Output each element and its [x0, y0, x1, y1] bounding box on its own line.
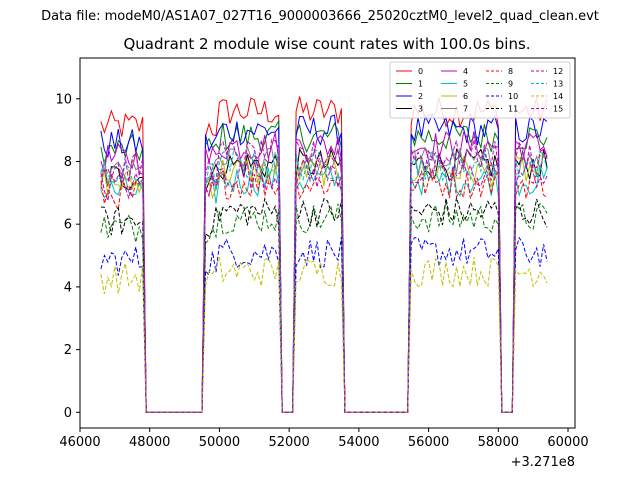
series-line-8 — [100, 167, 548, 413]
legend-label: 1 — [418, 80, 423, 89]
x-tick-label: 46000 — [59, 435, 100, 450]
x-tick-label: 58000 — [478, 435, 519, 450]
y-tick-label: 8 — [64, 155, 72, 170]
series-line-9 — [100, 202, 548, 413]
x-offset-label: +3.271e8 — [511, 455, 575, 470]
series-line-5 — [100, 165, 548, 413]
series-line-12 — [100, 158, 548, 413]
legend-label: 10 — [508, 92, 518, 101]
legend-label: 9 — [508, 80, 513, 89]
series-line-0 — [100, 96, 548, 413]
y-tick-label: 2 — [64, 343, 72, 358]
series-line-15 — [100, 139, 548, 413]
legend-label: 7 — [463, 105, 468, 114]
x-tick-label: 50000 — [199, 435, 240, 450]
series-line-11 — [100, 196, 548, 413]
x-tick-label: 54000 — [338, 435, 379, 450]
legend-label: 3 — [418, 105, 423, 114]
x-tick-label: 52000 — [268, 435, 309, 450]
y-tick-label: 0 — [64, 406, 72, 421]
x-tick-label: 60000 — [547, 435, 588, 450]
series-line-10 — [100, 236, 548, 413]
figure-suptitle: Data file: modeM0/AS1A07_027T16_90000036… — [41, 9, 599, 24]
chart-title: Quadrant 2 module wise count rates with … — [123, 35, 530, 53]
x-tick-label: 48000 — [129, 435, 170, 450]
legend-label: 8 — [508, 67, 513, 76]
series-line-14 — [100, 256, 548, 413]
legend-label: 13 — [553, 80, 563, 89]
series-line-7 — [100, 145, 548, 413]
y-tick-label: 4 — [64, 280, 72, 295]
legend-label: 2 — [418, 92, 423, 101]
plot-area: 46000 48000 50000 52000 54000 56000 58000 60000… — [55, 57, 589, 470]
legend-label: 6 — [463, 92, 468, 101]
legend-label: 0 — [418, 67, 423, 76]
axes-frame — [79, 57, 576, 429]
legend-label: 5 — [463, 80, 468, 89]
y-tick-label: 10 — [55, 92, 72, 107]
legend-box — [389, 61, 571, 119]
legend-label: 12 — [553, 67, 563, 76]
legend-label: 15 — [553, 105, 563, 114]
y-tick-label: 6 — [64, 218, 72, 233]
legend-label: 4 — [463, 67, 468, 76]
x-tick-label: 56000 — [408, 435, 449, 450]
legend-label: 11 — [508, 105, 518, 114]
legend-label: 14 — [553, 92, 563, 101]
